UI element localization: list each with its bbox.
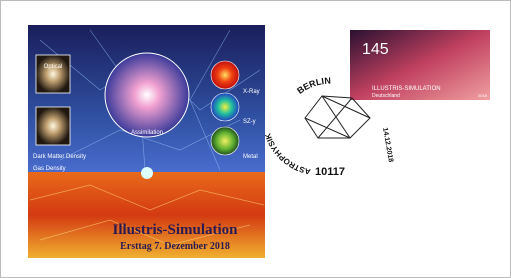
stamp-value: 145 bbox=[362, 41, 389, 58]
envelope: Optical X-Ray SZ-y Metal Assimilation Da… bbox=[0, 0, 511, 278]
label: Assimilation bbox=[131, 130, 163, 136]
stamp-year: 2018 bbox=[478, 93, 488, 98]
picture-title: Illustris-Simulation bbox=[112, 222, 238, 238]
picture-subtitle: Ersttag 7. Dezember 2018 bbox=[120, 241, 230, 252]
stamp-name: ILLUSTRIS-SIMULATION bbox=[372, 86, 441, 92]
label: SZ-y bbox=[243, 119, 256, 125]
stamp-country: Deutschland bbox=[372, 93, 400, 99]
label: Metal bbox=[243, 154, 258, 160]
label: X-Ray bbox=[243, 89, 260, 95]
label: Gas Density bbox=[33, 166, 66, 172]
label: Dark Matter Density bbox=[33, 154, 86, 160]
stamp: 145 ILLUSTRIS-SIMULATION Deutschland 201… bbox=[350, 30, 490, 100]
label: Optical bbox=[44, 64, 63, 70]
picture: Optical X-Ray SZ-y Metal Assimilation Da… bbox=[28, 25, 265, 258]
postmark-zip: 10117 bbox=[315, 166, 345, 178]
